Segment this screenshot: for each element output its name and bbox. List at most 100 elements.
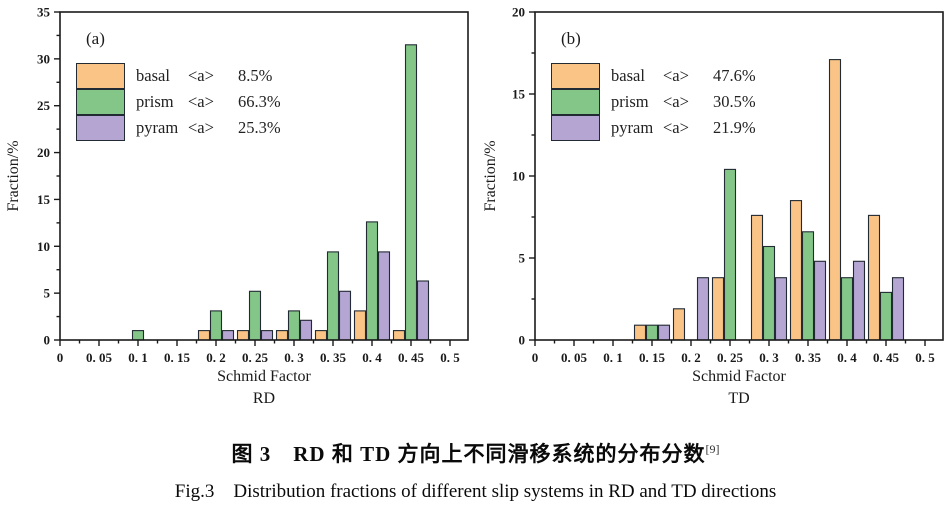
legend-percent: 47.6% [713, 66, 756, 85]
bar-prism-0.35 [801, 231, 815, 341]
y-tick-label: 20 [512, 5, 525, 20]
x-tick-label: 0. 5 [915, 350, 935, 365]
y-tick-label: 5 [44, 286, 51, 301]
bar-basal-0.25 [711, 277, 725, 341]
x-tick-label: 0 [57, 350, 64, 365]
y-tick-label: 10 [37, 239, 50, 254]
x-tick-label: 0. 4 [837, 350, 857, 365]
legend-swatch-basal [76, 63, 125, 89]
legend-item-pyram: pyram <a> 25.3% [76, 115, 281, 141]
plot-area-b: 0 0. 05 0. 1 0. 15 0. 2 0. 25 0. 3 0. 35 0. 4 0. … [512, 5, 944, 365]
x-axis-title-b: Schmid Factor [692, 368, 786, 385]
y-axis-title-a: Fraction/% [5, 140, 22, 211]
legend-a: basal <a> 8.5% prism <a> 66.3% pyram <a>… [76, 63, 281, 141]
bar-prism-0.35 [326, 251, 340, 341]
panel-label-a: (a) [86, 29, 105, 48]
legend-swatch-prism [551, 89, 600, 115]
x-tick-label: 0. 15 [164, 350, 191, 365]
caption-chinese-text: 图 3 RD 和 TD 方向上不同滑移系统的分布分数 [231, 442, 706, 466]
bar-prism-0.1 [131, 330, 145, 341]
legend-bracket: <a> [663, 92, 689, 111]
panel-label-b: (b) [561, 29, 581, 48]
plot-box [534, 11, 944, 341]
bar-basal-0.4 [828, 59, 842, 341]
x-tick-label: 0. 2 [681, 350, 701, 365]
bar-pyram-0.45 [416, 280, 430, 341]
y-tick-label: 0 [519, 333, 526, 348]
bar-pyram-0.3 [774, 277, 788, 341]
x-tick-label: 0. 15 [639, 350, 666, 365]
bar-pyram-0.35 [338, 290, 352, 341]
chart-a-svg: 0 0. 05 0. 1 0. 15 0. 2 0. 25 0. 3 0. 35 0. 4 0. … [5, 5, 469, 407]
chart-b-svg: 0 0. 05 0. 1 0. 15 0. 2 0. 25 0. 3 0. 35 0. 4 0. … [482, 5, 944, 407]
legend-item-prism: prism <a> 66.3% [76, 89, 281, 115]
bar-basal-0.25 [236, 330, 250, 341]
bar-basal-0.45 [392, 330, 406, 341]
legend-label: pyram [611, 118, 654, 137]
bar-basal-0.3 [275, 330, 289, 341]
legend-item-basal: basal <a> 47.6% [551, 63, 756, 89]
x-tick-label: 0. 05 [86, 350, 113, 365]
legend-item-pyram: pyram <a> 21.9% [551, 115, 756, 141]
x-tick-label: 0. 3 [759, 350, 779, 365]
legend-bracket: <a> [188, 118, 214, 137]
bar-prism-0.15 [645, 324, 659, 341]
y-tick-label: 35 [37, 5, 51, 20]
legend-label: prism [611, 92, 649, 111]
legend-swatch-pyram [76, 115, 125, 141]
bar-pyram-0.45 [891, 277, 905, 341]
x-tick-label: 0. 45 [873, 350, 900, 365]
y-tick-label: 30 [37, 51, 50, 66]
x-tick-label: 0 [532, 350, 539, 365]
bar-pyram-0.15 [657, 324, 671, 341]
legend-bracket: <a> [188, 66, 214, 85]
bar-pyram-0.2 [696, 277, 710, 341]
x-tick-label: 0. 3 [284, 350, 304, 365]
x-tick-label: 0. 35 [320, 350, 347, 365]
legend-label: pyram [136, 118, 179, 137]
legend-percent: 21.9% [713, 118, 756, 137]
y-axis-title-b: Fraction/% [482, 140, 499, 211]
legend-swatch-prism [76, 89, 125, 115]
caption-english: Fig.3 Distribution fractions of differen… [174, 481, 777, 502]
x-tick-label: 0. 25 [717, 350, 744, 365]
bar-prism-0.3 [762, 245, 776, 341]
x-tick-label: 0. 35 [795, 350, 822, 365]
bar-pyram-0.35 [813, 260, 827, 341]
legend-label: prism [136, 92, 174, 111]
bar-pyram-0.4 [377, 251, 391, 341]
legend-bracket: <a> [663, 66, 689, 85]
legend-percent: 8.5% [238, 66, 273, 85]
bar-prism-0.4 [365, 221, 379, 341]
bar-basal-0.35 [314, 330, 328, 341]
legend-percent: 30.5% [713, 92, 756, 111]
y-tick-label: 0 [44, 333, 51, 348]
y-tick-label: 15 [37, 192, 51, 207]
bar-basal-0.45 [867, 214, 881, 341]
bar-basal-0.2 [672, 308, 686, 341]
bar-prism-0.25 [248, 290, 262, 341]
x-axis-title-a: Schmid Factor [217, 368, 311, 385]
x-tick-label: 0. 45 [398, 350, 425, 365]
x-axis-direction-b: TD [728, 390, 749, 407]
x-tick-label: 0. 2 [206, 350, 226, 365]
bar-prism-0.2 [209, 310, 223, 341]
legend-swatch-basal [551, 63, 600, 89]
legend-percent: 66.3% [238, 92, 281, 111]
bar-prism-0.45 [404, 44, 418, 341]
y-tick-label: 25 [37, 98, 51, 113]
x-tick-label: 0. 25 [242, 350, 269, 365]
y-tick-label: 5 [519, 251, 526, 266]
legend-bracket: <a> [663, 118, 689, 137]
x-tick-label: 0. 05 [561, 350, 588, 365]
bar-prism-0.45 [879, 291, 893, 341]
x-tick-label: 0. 1 [603, 350, 623, 365]
legend-b: basal <a> 47.6% prism <a> 30.5% pyram <a… [551, 63, 756, 141]
legend-label: basal [136, 66, 170, 85]
bar-basal-0.35 [789, 200, 803, 341]
bar-prism-0.3 [287, 310, 301, 341]
bar-basal-0.3 [750, 214, 764, 341]
x-tick-label: 0. 4 [362, 350, 382, 365]
bar-pyram-0.3 [299, 319, 313, 341]
